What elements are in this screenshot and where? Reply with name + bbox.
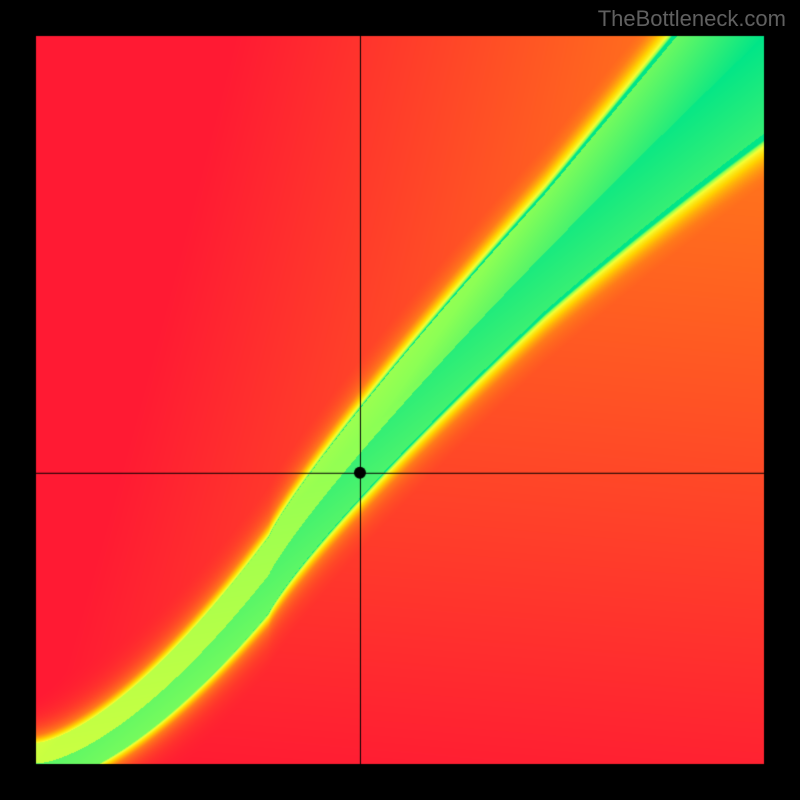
bottleneck-heatmap-canvas — [0, 0, 800, 800]
watermark-text: TheBottleneck.com — [598, 6, 786, 32]
